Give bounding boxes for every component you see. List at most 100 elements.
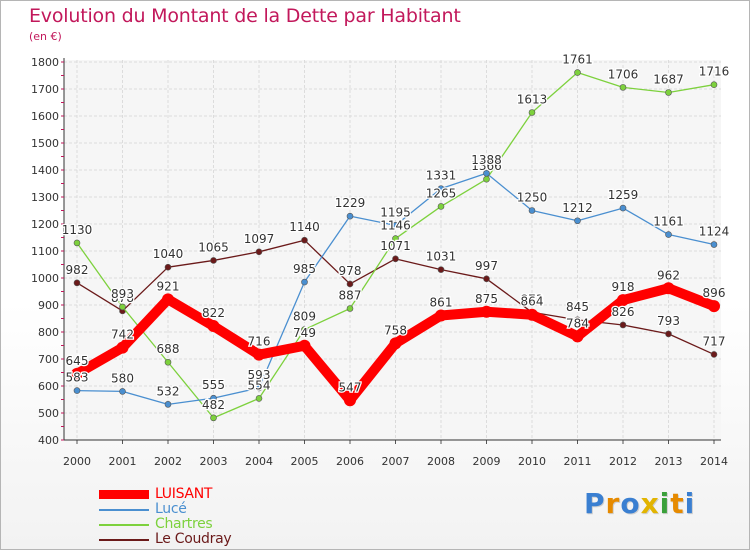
data-point: [346, 280, 354, 288]
y-tick-label: 1400: [31, 164, 59, 177]
data-label: 749: [293, 326, 316, 340]
data-label: 1097: [244, 232, 275, 246]
data-point: [619, 204, 627, 212]
data-label: 1706: [608, 67, 639, 81]
data-point: [483, 275, 490, 283]
data-label: 1229: [335, 196, 366, 210]
data-point: [301, 236, 308, 244]
y-tick-label: 900: [38, 299, 59, 312]
logo-letter: i: [659, 487, 671, 520]
data-point: [71, 367, 83, 380]
data-label: 896: [703, 286, 726, 300]
data-label: 1761: [562, 53, 593, 67]
data-label: 1124: [699, 225, 730, 239]
data-label: 921: [157, 279, 180, 293]
data-point: [710, 241, 718, 248]
data-label: 1065: [198, 240, 229, 254]
x-tick-label: 2007: [382, 455, 410, 468]
data-label: 1613: [517, 92, 548, 106]
data-label: 482: [202, 398, 225, 412]
data-point: [435, 309, 447, 322]
data-label: 962: [657, 268, 680, 282]
data-point: [73, 387, 81, 394]
data-point: [574, 316, 581, 324]
data-point: [253, 348, 265, 361]
x-tick-label: 2002: [154, 455, 182, 468]
data-label: 1366: [471, 159, 502, 173]
legend-swatch: [99, 509, 149, 511]
data-label: 822: [202, 306, 225, 320]
data-label: 875: [475, 292, 498, 306]
data-label: 547: [339, 380, 362, 394]
y-tick-label: 1300: [31, 191, 59, 204]
data-point: [665, 231, 672, 238]
data-label: 1388: [471, 153, 502, 167]
data-point: [119, 388, 126, 395]
unit-label: (en €): [29, 30, 62, 43]
y-tick-label: 1700: [31, 83, 59, 96]
data-point: [480, 305, 493, 318]
legend-label: Le Coudray: [155, 531, 232, 547]
logo-letter: P: [584, 487, 606, 520]
data-label: 861: [430, 296, 453, 310]
y-tick-label: 700: [38, 353, 59, 366]
data-label: 1716: [699, 65, 730, 79]
y-tick-label: 500: [38, 407, 59, 420]
x-tick-label: 2010: [518, 455, 546, 468]
data-label: 593: [248, 368, 271, 382]
data-label: 1265: [426, 186, 457, 200]
y-tick-label: 1600: [31, 110, 59, 123]
data-point: [301, 278, 308, 286]
data-point: [708, 300, 720, 313]
data-point: [665, 89, 672, 96]
x-tick-label: 2008: [427, 455, 455, 468]
y-tick-label: 600: [38, 380, 59, 393]
data-point: [528, 109, 536, 116]
logo-letter: i: [684, 487, 696, 520]
y-tick-label: 1000: [31, 272, 59, 285]
logo-letter: t: [670, 487, 685, 520]
data-point: [392, 255, 399, 263]
legend-swatch: [99, 490, 149, 499]
data-label: 1212: [562, 201, 593, 215]
data-point: [73, 239, 81, 247]
data-point: [346, 212, 354, 220]
data-label: 1040: [153, 247, 184, 261]
x-tick-label: 2012: [609, 455, 637, 468]
data-label: 532: [157, 384, 180, 398]
data-label: 554: [248, 378, 271, 392]
data-label: 580: [111, 371, 134, 385]
x-tick-label: 2013: [655, 455, 683, 468]
y-tick-label: 1800: [31, 56, 59, 69]
data-label: 878: [111, 291, 134, 305]
data-point: [255, 395, 263, 402]
data-point: [298, 339, 311, 352]
data-point: [619, 321, 627, 329]
data-point: [210, 414, 217, 422]
y-tick-label: 400: [38, 434, 59, 447]
x-tick-label: 2011: [564, 455, 592, 468]
data-point: [526, 308, 538, 321]
legend-label: LUISANT: [155, 486, 213, 502]
legend-label: Chartres: [155, 516, 213, 532]
data-point: [662, 282, 675, 295]
data-label: 887: [339, 289, 362, 303]
y-tick-label: 1500: [31, 137, 59, 150]
logo-letter: r: [605, 487, 621, 520]
data-label: 742: [111, 328, 134, 342]
data-label: 716: [248, 335, 271, 349]
data-point: [119, 303, 126, 311]
data-point: [389, 337, 402, 350]
x-tick-label: 2004: [245, 455, 273, 468]
data-point: [483, 169, 490, 177]
data-point: [437, 185, 445, 192]
data-label: 845: [566, 300, 589, 314]
data-point: [483, 175, 490, 183]
y-tick-label: 1100: [31, 245, 59, 258]
data-label: 864: [521, 295, 544, 309]
y-tick-label: 800: [38, 326, 59, 339]
data-label: 583: [66, 371, 89, 385]
data-point: [207, 320, 220, 333]
data-point: [574, 217, 581, 225]
